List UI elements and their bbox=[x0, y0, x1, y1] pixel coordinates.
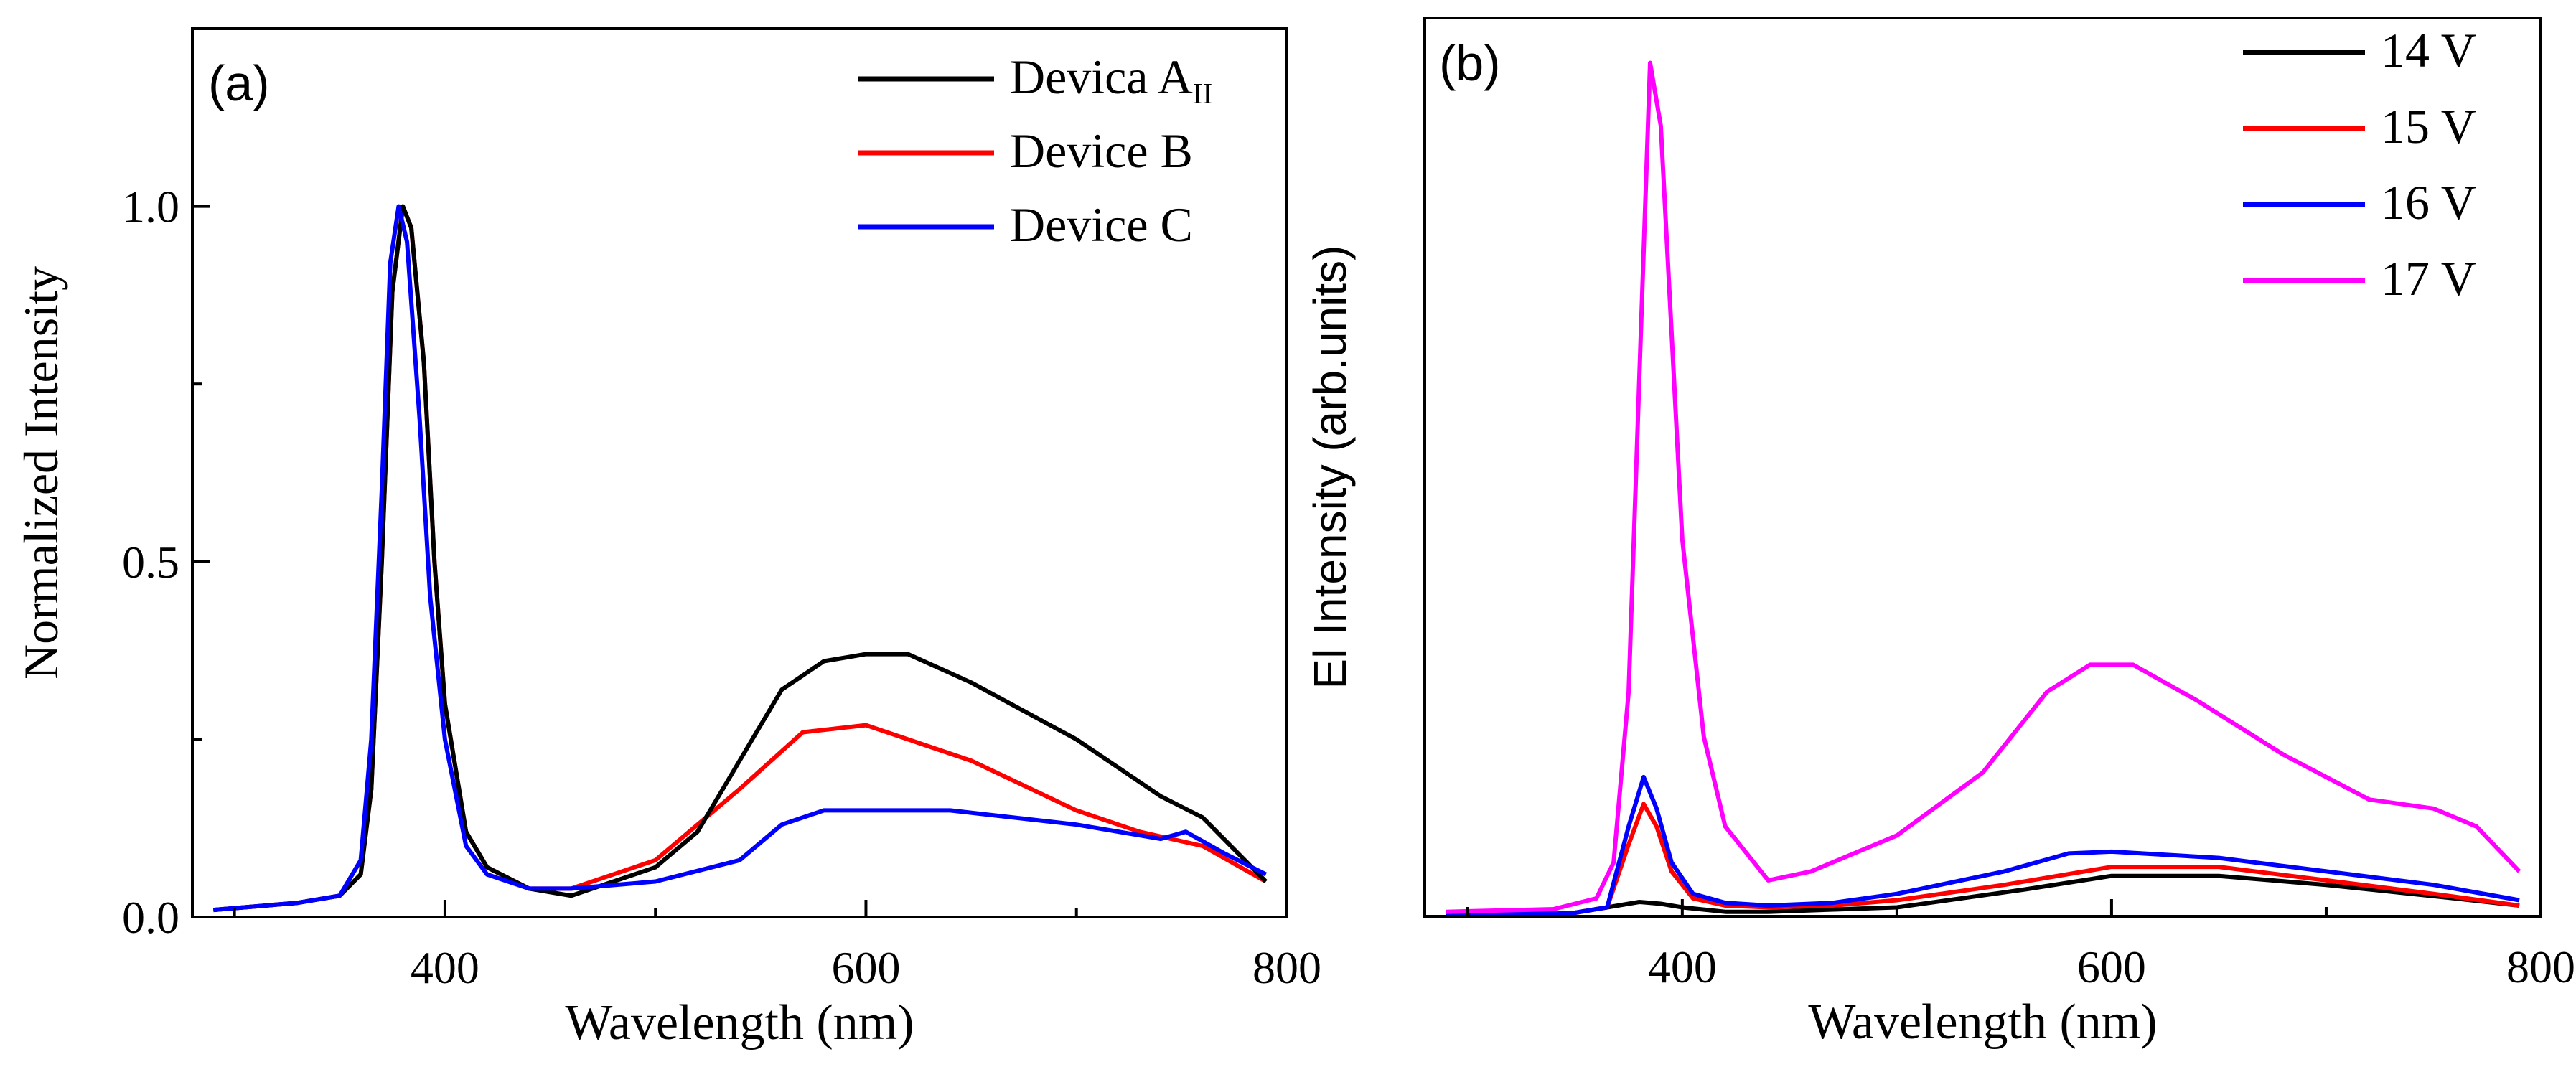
x-tick-label: 800 bbox=[1252, 942, 1321, 993]
legend-label: Device C bbox=[1010, 197, 1193, 252]
x-tick-label: 600 bbox=[831, 942, 900, 993]
series-line-14-v bbox=[1446, 873, 2520, 916]
panel-label: (b) bbox=[1439, 35, 1501, 91]
panel-label: (a) bbox=[208, 55, 270, 111]
legend-label-subscript: II bbox=[1193, 77, 1212, 110]
legend-label: 15 V bbox=[2381, 99, 2476, 154]
y-tick-label: 1.0 bbox=[122, 182, 179, 232]
legend-label: Device B bbox=[1010, 123, 1193, 178]
x-tick-label: 400 bbox=[411, 942, 479, 993]
y-axis-label: El Intensity (arb.units) bbox=[1304, 245, 1356, 690]
series-line-17-v bbox=[1446, 60, 2521, 914]
series-line-16-v bbox=[1446, 774, 2520, 916]
y-axis-label: Normalized Intensity bbox=[14, 266, 68, 680]
x-tick-label: 600 bbox=[2077, 941, 2146, 992]
axes-frame bbox=[1423, 17, 2542, 918]
legend-label: 14 V bbox=[2381, 23, 2476, 77]
series-line-device-a-ii bbox=[213, 204, 1268, 913]
series-line-15-v bbox=[1446, 802, 2520, 916]
legend-label: 16 V bbox=[2381, 175, 2476, 230]
x-axis-label: Wavelength (nm) bbox=[1808, 995, 2157, 1050]
y-tick-label: 0.0 bbox=[122, 892, 179, 943]
y-tick-label: 0.5 bbox=[122, 537, 179, 588]
legend-label: 17 V bbox=[2381, 251, 2476, 306]
axes-frame bbox=[191, 27, 1288, 918]
legend-label: Devica AII bbox=[1010, 50, 1212, 110]
x-tick-label: 800 bbox=[2506, 941, 2575, 992]
chart-panel-b: 400 600 800 Wavelength (nm) El Intensity (ar… bbox=[1304, 17, 2575, 1050]
x-axis-label: Wavelength (nm) bbox=[565, 995, 914, 1050]
chart-panel-a: 400 600 800 0.0 0.5 1.0 Wavelength (nm) Normali… bbox=[14, 27, 1321, 1050]
x-tick-label: 400 bbox=[1648, 941, 1717, 992]
series-line-device-c bbox=[213, 204, 1268, 913]
